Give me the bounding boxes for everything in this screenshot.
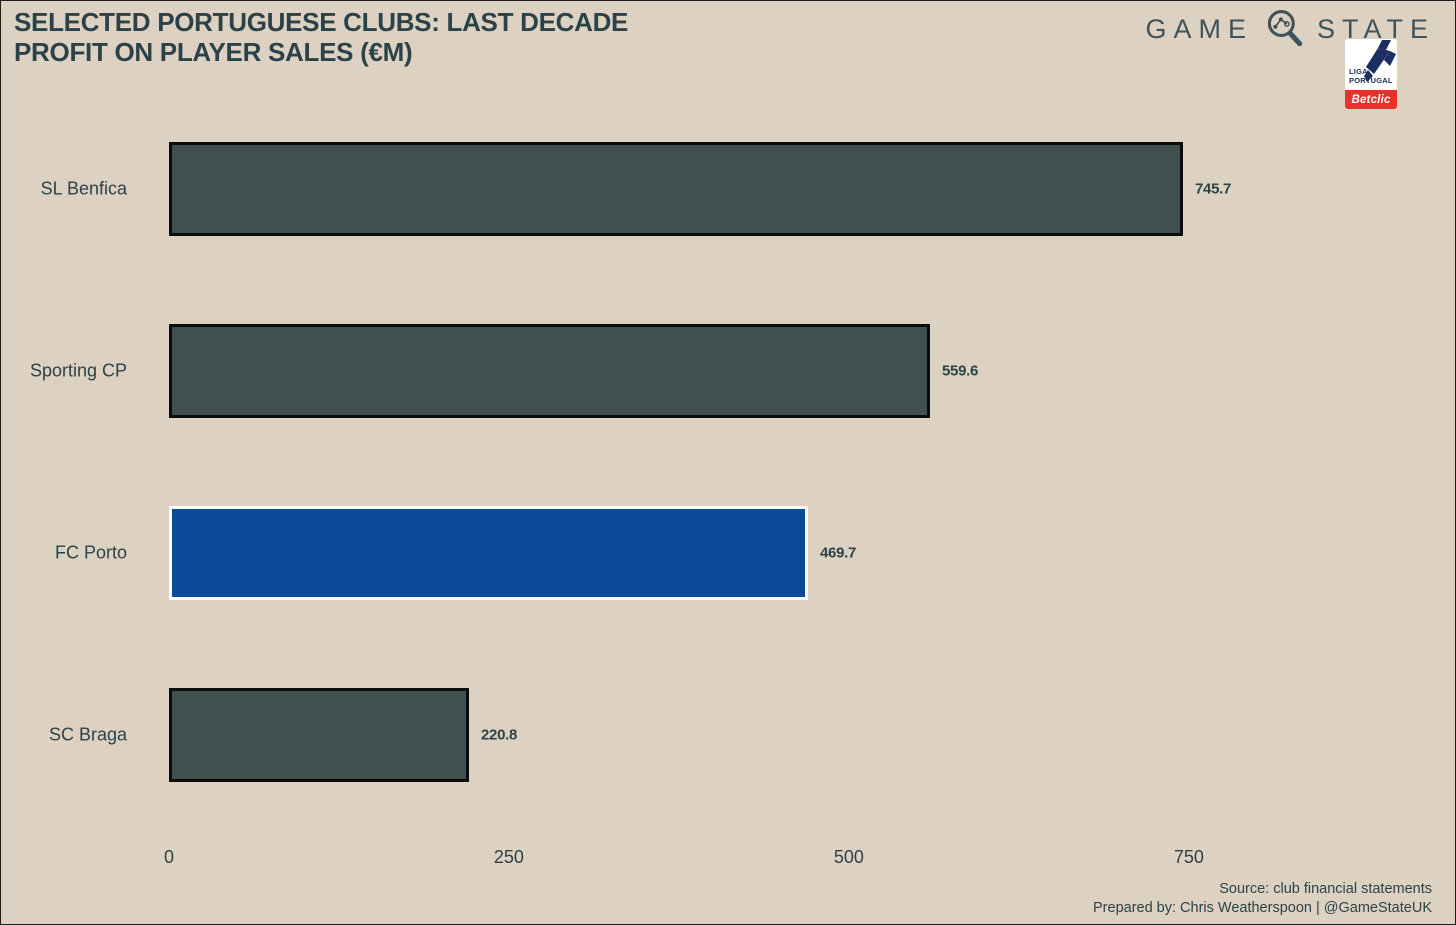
liga-portugal-figure-icon [1364,40,1396,82]
betclic-band: Betclic [1345,90,1397,109]
bar-sc-braga [169,688,469,782]
betclic-wordmark: Betclic [1351,93,1391,106]
chart-title-line1: SELECTED PORTUGUESE CLUBS: LAST DECADE [14,7,629,37]
portugal-word: PORTUGAL [1349,76,1393,85]
chart-title-line2: PROFIT ON PLAYER SALES (€M) [14,37,413,67]
brand-logo: GAME STATE [1145,7,1435,51]
x-axis-tick: 500 [833,847,864,867]
bar-fc-porto [169,506,808,600]
prepared-by-text: Prepared by: Chris Weatherspoon | @GameS… [1093,899,1432,916]
category-label: FC Porto [54,542,127,563]
value-label: 745.7 [1195,180,1232,198]
brand-word-game: GAME [1145,13,1253,44]
magnifier-line-chart-icon [1267,10,1303,47]
x-axis-tick: 250 [493,847,524,867]
x-axis-tick: 0 [163,847,175,867]
liga-portugal-wordmark: LIGA PORTUGAL [1349,67,1393,85]
chart-title: SELECTED PORTUGUESE CLUBS: LAST DECADE P… [14,7,628,67]
category-label: SL Benfica [40,178,127,199]
bar-sl-benfica [169,142,1183,236]
bar-sporting-cp [169,324,930,418]
footer-credits: Source: club financial statements Prepar… [1093,880,1432,917]
liga-portugal-betclic-logo: LIGA PORTUGAL Betclic [1345,39,1397,109]
source-text: Source: club financial statements [1219,881,1432,897]
category-label: SC Braga [48,724,127,745]
value-label: 559.6 [942,362,979,380]
value-label: 220.8 [481,726,518,744]
x-axis-tick: 750 [1173,847,1204,867]
value-label: 469.7 [820,544,857,562]
liga-word: LIGA [1349,67,1368,76]
brand-word-state: STATE [1316,13,1435,44]
category-label: Sporting CP [29,360,127,381]
